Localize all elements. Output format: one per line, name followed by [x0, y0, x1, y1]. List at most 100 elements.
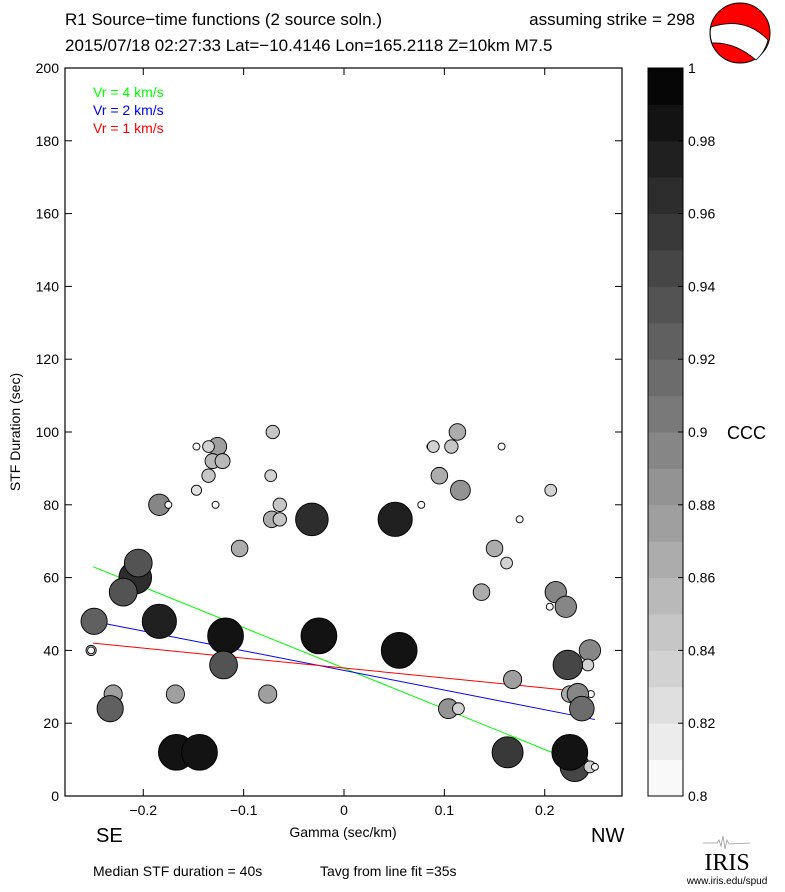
data-point	[515, 515, 524, 524]
colorbar-block	[648, 723, 683, 761]
data-point	[164, 500, 173, 509]
data-point	[545, 602, 554, 611]
y-tick-label: 100	[36, 424, 60, 440]
median-stf: Median STF duration = 40s	[93, 863, 262, 879]
data-point	[380, 632, 418, 669]
data-point	[202, 440, 215, 453]
y-tick-label: 40	[43, 642, 59, 658]
data-point	[444, 439, 459, 454]
colorbar-block	[648, 359, 683, 397]
fit-line-0	[92, 566, 571, 761]
x-tick-label: −0.1	[230, 802, 258, 818]
se-label: SE	[96, 825, 123, 847]
colorbar-tick-label: 0.92	[688, 351, 715, 367]
colorbar-block	[648, 286, 683, 324]
colorbar-block	[648, 104, 683, 142]
data-point	[300, 617, 338, 655]
data-point	[264, 469, 278, 483]
colorbar-block	[648, 213, 683, 251]
data-point	[417, 500, 426, 509]
data-point	[485, 539, 504, 558]
data-point	[123, 548, 153, 578]
colorbar-tick-label: 0.94	[688, 278, 715, 294]
y-tick-label: 20	[43, 715, 59, 731]
data-point	[581, 658, 595, 672]
y-axis-label: STF Duration (sec)	[7, 373, 23, 491]
data-point	[569, 695, 595, 722]
colorbar-tick-label: 0.84	[688, 642, 715, 658]
y-tick-label: 60	[43, 570, 59, 586]
legend: Vr = 4 km/s Vr = 2 km/s Vr = 1 km/s	[93, 84, 164, 136]
colorbar-block	[648, 68, 683, 105]
colorbar-tick-label: 0.88	[688, 497, 715, 513]
legend-vr4: Vr = 4 km/s	[93, 84, 164, 100]
data-point	[272, 512, 287, 527]
colorbar-tick-label: 1	[688, 60, 696, 76]
colorbar-tick-label: 0.86	[688, 570, 715, 586]
data-point	[450, 479, 471, 501]
iris-url: www.iris.edu/spud	[686, 876, 768, 887]
legend-vr2: Vr = 2 km/s	[93, 102, 164, 118]
colorbar-tick-label: 0.8	[688, 788, 708, 804]
data-point	[181, 733, 218, 771]
colorbar-block	[648, 432, 683, 469]
data-point	[295, 502, 329, 537]
colorbar: 0.8 0.82 0.84 0.86 0.88 0.9 0.92 0.94 0.96 0.98 1	[647, 60, 715, 804]
colorbar-block	[648, 395, 683, 433]
data-point	[552, 649, 583, 681]
colorbar-tick-label: 0.82	[688, 715, 715, 731]
colorbar-label: CCC	[727, 423, 766, 443]
colorbar-block	[648, 322, 683, 360]
data-point	[201, 468, 216, 483]
strike-label: assuming strike = 298	[529, 10, 695, 29]
data-point	[214, 453, 231, 470]
data-point	[590, 762, 599, 771]
y-tick-label: 0	[51, 788, 59, 804]
y-tick-label: 180	[36, 133, 60, 149]
data-point	[554, 595, 577, 618]
y-tick-label: 160	[36, 206, 60, 222]
x-tick-label: 0.2	[535, 802, 555, 818]
iris-logo-text: IRIS	[704, 850, 749, 876]
colorbar-block	[648, 250, 683, 287]
data-point	[426, 440, 440, 453]
colorbar-block	[648, 650, 683, 688]
data-point	[544, 483, 558, 497]
beachball-icon	[709, 2, 771, 64]
data-point	[108, 577, 138, 607]
iris-logo: IRIS www.iris.edu/spud	[686, 835, 768, 887]
data-point	[430, 466, 449, 485]
data-point	[190, 484, 203, 496]
data-point	[272, 497, 287, 512]
data-point	[96, 695, 124, 723]
chart-title: R1 Source−time functions (2 source soln.…	[65, 10, 382, 29]
plot-area: −0.2 −0.1 0 0.1 0.2 0 20 40 60 80 100 120 140 160 180 2…	[36, 60, 623, 818]
colorbar-block	[648, 614, 683, 651]
data-point	[80, 607, 108, 635]
colorbar-block	[648, 504, 683, 542]
data-point	[500, 556, 513, 570]
plot-frame	[64, 67, 623, 797]
colorbar-tick-label: 0.96	[688, 206, 715, 222]
data-point	[87, 646, 96, 655]
data-point	[472, 583, 491, 601]
x-tick-label: 0.1	[435, 802, 455, 818]
event-info: 2015/07/18 02:27:33 Lat=−10.4146 Lon=165…	[65, 36, 552, 55]
data-point	[230, 539, 249, 558]
colorbar-block	[648, 686, 683, 724]
data-point	[448, 423, 467, 441]
colorbar-tick-label: 0.9	[688, 424, 708, 440]
y-tick-label: 140	[36, 278, 60, 294]
data-point	[211, 500, 220, 509]
data-point	[578, 639, 602, 662]
data-point	[258, 684, 278, 704]
nw-label: NW	[591, 825, 624, 847]
legend-vr1: Vr = 1 km/s	[93, 120, 164, 136]
fit-line-2	[93, 642, 570, 691]
fit-line-1	[93, 620, 595, 721]
data-point	[265, 424, 280, 440]
data-point	[497, 442, 506, 451]
x-axis-label: Gamma (sec/km)	[289, 824, 396, 840]
colorbar-block	[648, 759, 683, 797]
